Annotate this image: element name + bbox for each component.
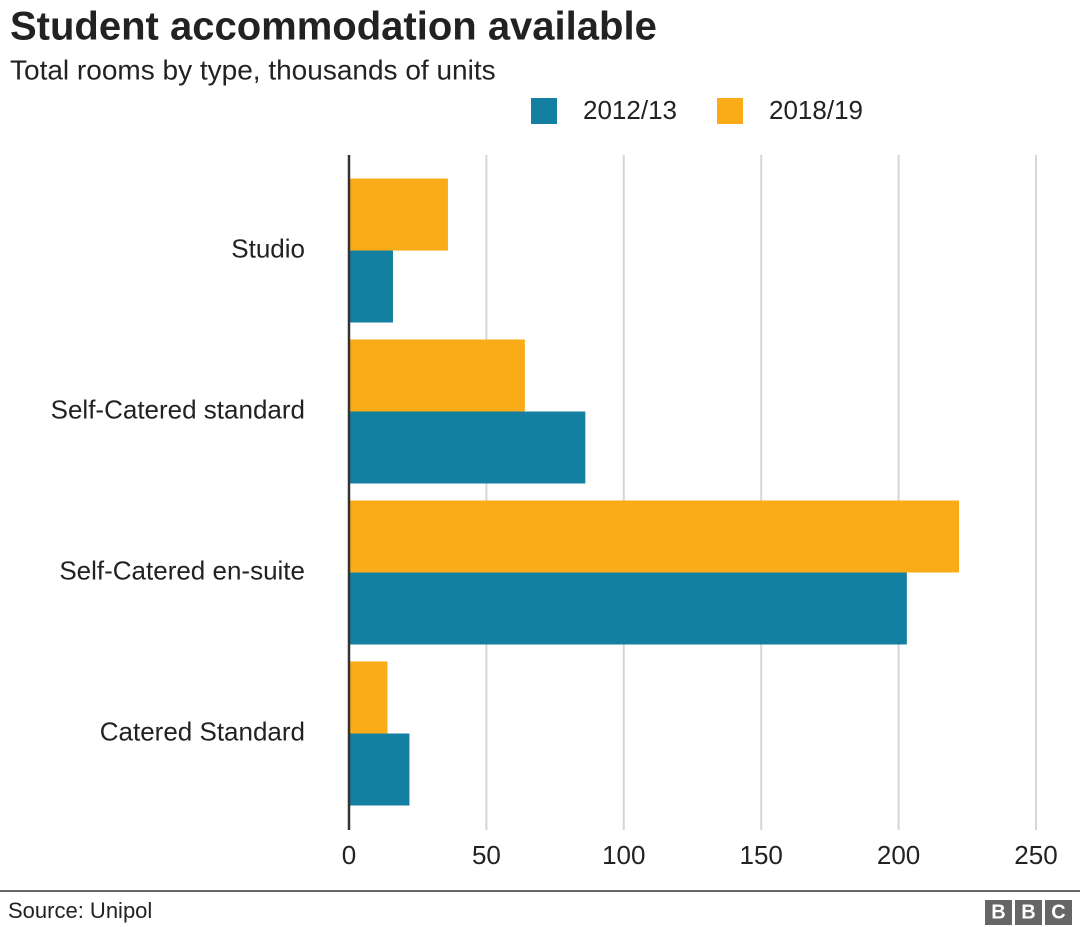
legend-label: 2012/13 [583,95,677,125]
x-tick-label: 100 [602,840,645,870]
x-tick-label: 250 [1014,840,1057,870]
legend-label: 2018/19 [769,95,863,125]
bar [349,178,448,251]
y-tick-label: Self-Catered standard [51,394,305,424]
bar [349,500,960,573]
bar [349,733,410,806]
x-tick-label: 150 [740,840,783,870]
logo-box [1015,900,1042,925]
chart-title: Student accommodation available [10,5,657,49]
y-tick-label: Self-Catered en-suite [59,555,305,585]
x-tick-label: 0 [342,840,356,870]
bar [349,661,388,734]
logo-box [1045,900,1072,925]
logo-letter: B [1021,901,1035,923]
legend-swatch [531,98,557,124]
bar [349,411,586,484]
y-tick-label: Studio [231,233,305,263]
bar [349,250,393,323]
chart-subtitle: Total rooms by type, thousands of units [10,54,496,85]
logo-box [985,900,1012,925]
bar [349,572,907,645]
x-tick-label: 50 [472,840,501,870]
bar [349,339,525,412]
source: Source: Unipol [8,898,152,923]
y-tick-label: Catered Standard [100,716,305,746]
legend-swatch [717,98,743,124]
logo-letter: C [1051,901,1065,923]
logo-letter: B [991,901,1005,923]
x-tick-label: 200 [877,840,920,870]
